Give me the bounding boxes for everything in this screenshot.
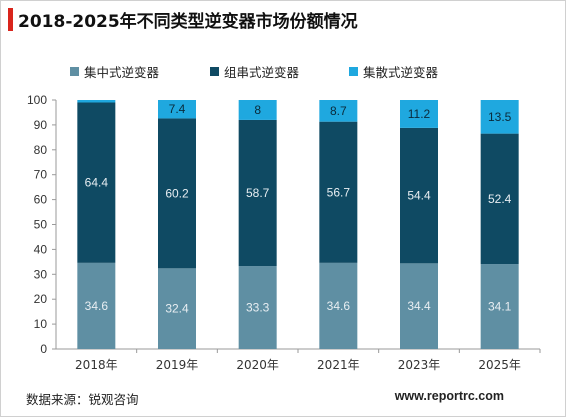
bar-segment [400, 100, 438, 128]
bar-segment [158, 268, 196, 349]
data-source-note: 数据来源：锐观咨询 [26, 392, 139, 407]
legend-item-string: 组串式逆变器 [210, 62, 299, 81]
data-label: 64.4 [85, 176, 109, 190]
bar-segment [158, 100, 196, 119]
y-tick-label: 60 [34, 193, 48, 207]
x-tick-label: 2018年 [75, 358, 118, 372]
y-tick-label: 0 [40, 342, 47, 356]
x-tick-label: 2023年 [398, 358, 441, 372]
x-tick-label: 2025年 [478, 358, 521, 372]
data-label: 34.1 [488, 300, 512, 314]
data-label: 34.6 [85, 299, 109, 313]
data-label: 32.4 [165, 302, 189, 316]
x-tick-label: 2021年 [317, 358, 360, 372]
legend-item-distributed: 集散式逆变器 [349, 62, 438, 81]
bar-segment [238, 266, 277, 349]
title-accent-bar [8, 8, 13, 31]
bar-segment [158, 118, 196, 269]
legend-item-centralized: 集中式逆变器 [70, 62, 159, 81]
data-label: 58.7 [246, 186, 270, 200]
x-tick-label: 2020年 [236, 358, 279, 372]
y-tick-label: 70 [34, 168, 48, 182]
bar-segment [480, 264, 519, 349]
bar-segment [400, 127, 438, 264]
data-label: 7.4 [169, 102, 186, 116]
chart-title: 2018-2025年不同类型逆变器市场份额情况 [18, 12, 358, 32]
y-tick-label: 40 [34, 242, 48, 256]
bar-segment [480, 100, 519, 134]
data-label: 34.6 [327, 299, 351, 313]
legend-label: 集中式逆变器 [84, 65, 160, 80]
bar-segment [319, 100, 358, 122]
data-label: 52.4 [488, 192, 512, 206]
y-tick-label: 30 [34, 267, 48, 281]
legend-label: 组串式逆变器 [224, 65, 300, 80]
data-label: 8.7 [330, 104, 347, 118]
legend-swatch [349, 67, 358, 76]
data-label: 13.5 [488, 110, 512, 124]
x-tick-label: 2019年 [156, 358, 199, 372]
data-label: 33.3 [246, 301, 270, 315]
data-label: 34.4 [407, 299, 431, 313]
bar-segment [319, 121, 358, 263]
website-watermark: www.reportrc.com [394, 389, 504, 403]
legend-swatch [70, 67, 79, 76]
legend-label: 集散式逆变器 [363, 65, 439, 80]
data-label: 56.7 [327, 185, 351, 199]
y-tick-label: 20 [34, 292, 48, 306]
data-label: 60.2 [165, 186, 189, 200]
legend: 集中式逆变器 组串式逆变器 集散式逆变器 [0, 62, 566, 80]
y-tick-label: 100 [27, 93, 47, 107]
bar-segment [480, 133, 519, 265]
bar-segment [238, 100, 277, 120]
data-label: 54.4 [407, 189, 431, 203]
bar-segment [319, 262, 358, 349]
bar-segment [77, 262, 116, 349]
y-tick-label: 90 [34, 118, 48, 132]
bar-segment [400, 263, 438, 349]
y-tick-label: 80 [34, 143, 48, 157]
bar-segment [77, 100, 116, 103]
bar-segment [238, 119, 277, 267]
y-tick-label: 10 [34, 317, 48, 331]
data-label: 8 [254, 103, 261, 117]
legend-swatch [210, 67, 219, 76]
data-label: 11.2 [408, 107, 431, 121]
y-tick-label: 50 [34, 218, 48, 232]
bar-segment [77, 102, 116, 263]
